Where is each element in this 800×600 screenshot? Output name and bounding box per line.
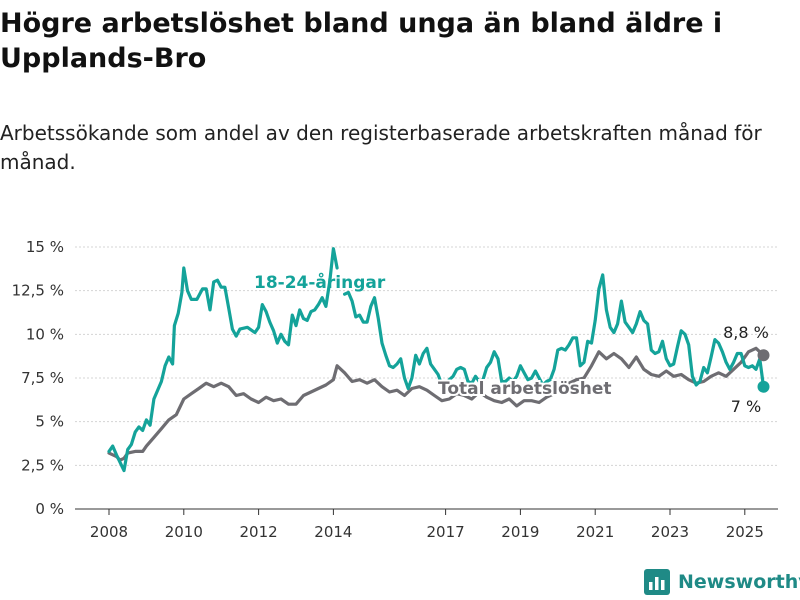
- total-end-value: 8,8 %: [723, 323, 769, 342]
- brand-name: Newsworthy: [678, 571, 800, 593]
- y-tick-label: 12,5 %: [12, 282, 64, 300]
- youth-end-value: 7 %: [731, 397, 761, 416]
- x-tick-label: 2014: [314, 523, 352, 541]
- youth-series-label: 18-24-åringar: [254, 271, 386, 293]
- y-axis-ticks: 0 % 2,5 % 5 % 7,5 % 10 % 12,5 % 15 %: [12, 238, 64, 518]
- y-tick-label: 7,5 %: [21, 369, 64, 387]
- youth-series-line: [343, 273, 766, 391]
- gridlines: [75, 246, 778, 510]
- chart-subtitle: Arbetssökande som andel av den registerb…: [0, 121, 762, 174]
- chart-title: Högre arbetslöshet bland unga än bland ä…: [0, 8, 723, 74]
- total-series-label: Total arbetslöshet: [438, 379, 612, 399]
- total-series-line: [107, 346, 766, 462]
- bar-chart-logo-icon: [644, 569, 670, 595]
- x-axis-ticks: 2008 2010 2012 2014 2017 2019 2021 2023 2025: [90, 509, 764, 541]
- x-tick-label: 2008: [90, 523, 128, 541]
- brand-logo[interactable]: Newsworthy: [644, 566, 800, 598]
- y-tick-label: 5 %: [35, 413, 64, 431]
- series-labels: 18-24-åringar Total arbetslöshet 8,8 % 7 %: [254, 271, 769, 416]
- x-tick-label: 2017: [427, 523, 465, 541]
- y-tick-label: 0 %: [35, 500, 64, 518]
- x-tick-label: 2023: [651, 523, 689, 541]
- line-chart: 0 %2,5 %5 %7,5 %10 %12,5 %15 % 2008 2010 2…: [12, 238, 778, 541]
- y-tick-label: 10 %: [26, 325, 64, 343]
- total-end-marker: [757, 349, 770, 362]
- youth-series-line: [107, 247, 339, 473]
- x-tick-label: 2010: [165, 523, 203, 541]
- series-lines: [107, 247, 766, 473]
- x-tick-label: 2019: [501, 523, 539, 541]
- series-end-markers: [757, 349, 770, 393]
- x-tick-label: 2012: [240, 523, 278, 541]
- youth-end-marker: [757, 380, 770, 393]
- y-tick-label: 15 %: [26, 238, 64, 256]
- x-tick-label: 2021: [576, 523, 614, 541]
- x-tick-label: 2025: [726, 523, 764, 541]
- y-tick-label: 2,5 %: [21, 456, 64, 474]
